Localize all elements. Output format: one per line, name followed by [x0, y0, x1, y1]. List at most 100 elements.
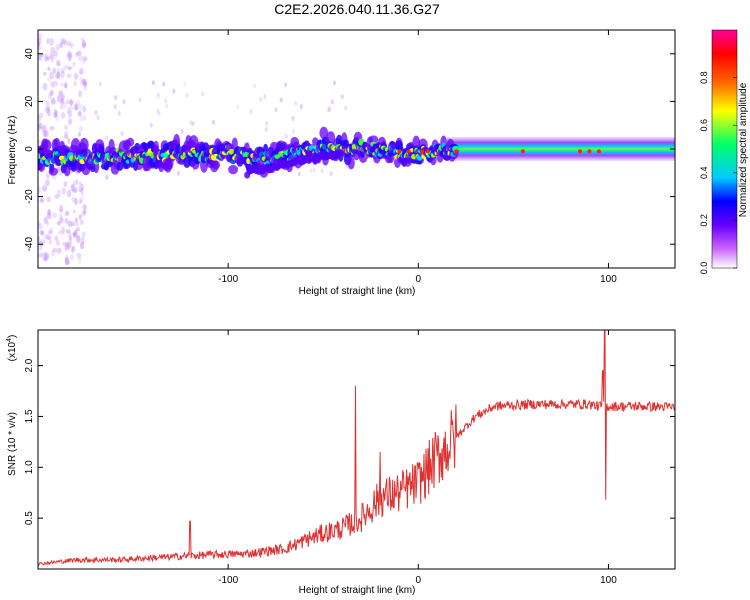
spectrogram-speck: [54, 194, 59, 200]
spectrogram-speck: [49, 227, 53, 234]
spectrogram-speck: [66, 40, 71, 47]
spectrogram-speck: [78, 110, 82, 117]
spectrogram-speck: [183, 81, 187, 87]
spectrogram-speck: [70, 246, 74, 254]
spectrogram-speck: [156, 92, 160, 98]
spectrogram-speck: [67, 240, 72, 248]
spectrogram-speck: [46, 109, 51, 117]
spectrogram-speck: [79, 199, 84, 204]
spectrogram-blob: [337, 149, 344, 157]
spectrogram-speck: [191, 121, 195, 127]
spectrogram-speck: [38, 54, 42, 61]
spectrogram-speck: [74, 105, 78, 111]
spectrogram-speck: [74, 187, 79, 194]
spectrogram-speck: [56, 59, 60, 67]
spectrogram-speck: [64, 83, 68, 89]
spectrogram-speck: [74, 73, 78, 81]
spectrogram-speck: [72, 232, 77, 237]
spectrogram-speck: [185, 92, 189, 98]
spectrogram-speck: [49, 71, 54, 80]
spectrogram-y-tick-label: -20: [24, 189, 35, 204]
spectrogram-speck: [201, 91, 205, 97]
spectrogram-speck: [53, 174, 57, 180]
spectrogram-blob: [368, 135, 379, 144]
spectrogram-speck: [39, 198, 44, 203]
spectrogram-speck: [73, 104, 78, 111]
spectrogram-speck: [113, 104, 117, 110]
spectrogram-peak: [520, 149, 525, 154]
snr-y-tick-label: 1.5: [24, 409, 35, 423]
spectrogram-speck: [176, 170, 180, 176]
spectrogram-speck: [64, 217, 69, 224]
spectrogram-speck: [38, 252, 44, 258]
snr-y-tick-label: 1.0: [24, 460, 35, 474]
spectrogram-speck: [71, 221, 75, 227]
spectrogram-blob: [134, 142, 141, 151]
spectrogram-speck: [340, 94, 344, 100]
spectrogram-speck: [57, 95, 61, 103]
spectrogram-speck: [54, 110, 58, 118]
spectrogram-speck: [264, 126, 268, 132]
spectrogram-speck: [58, 90, 63, 98]
spectrogram-speck: [259, 96, 263, 102]
spectrogram-speck: [50, 54, 54, 62]
spectrogram-speck: [50, 46, 56, 54]
spectrogram-speck: [80, 210, 86, 217]
spectrogram-x-tick-label: -100: [218, 274, 238, 285]
spectrogram-speck: [294, 101, 298, 107]
spectrogram-speck: [78, 126, 84, 132]
spectrogram-speck: [64, 210, 70, 216]
spectrogram-speck: [61, 187, 66, 195]
spectrogram-speck: [65, 229, 71, 234]
snr-x-tick-label: 0: [416, 575, 422, 586]
spectrogram-speck: [38, 236, 41, 244]
colorbar-tick-label: 0.0: [699, 262, 709, 275]
colorbar-tick-label: 0.2: [699, 214, 709, 227]
spectrogram-speck: [46, 235, 52, 241]
spectrogram-blob: [53, 137, 61, 148]
spectrogram-speck: [82, 58, 86, 64]
spectrogram-speck: [43, 71, 47, 76]
spectrogram-speck: [67, 220, 73, 228]
snr-y-scale-base: (x10: [7, 341, 18, 361]
spectrogram-speck: [64, 124, 69, 130]
spectrogram-speck: [327, 107, 331, 113]
spectrogram-speck: [78, 198, 82, 205]
spectrogram-speck: [44, 233, 49, 240]
spectrogram-speck: [63, 40, 69, 46]
spectrogram-speck: [44, 107, 50, 113]
spectrogram-speck: [56, 189, 62, 198]
spectrogram-speck: [151, 80, 155, 86]
spectrogram-speck: [80, 195, 84, 201]
spectrogram-speck: [252, 83, 256, 89]
spectrogram-speck: [94, 110, 98, 116]
spectrogram-speck: [66, 73, 72, 79]
spectrogram-y-tick-label: 20: [24, 95, 35, 107]
spectrogram-speck: [59, 42, 63, 49]
spectrogram-speck: [180, 128, 184, 134]
spectrogram-speck: [49, 38, 55, 46]
spectrogram-speck: [96, 114, 100, 120]
spectrogram-y-ticks: -40 -20 0 20 40: [24, 48, 675, 251]
spectrogram-speck: [73, 187, 77, 193]
spectrogram-x-tick-label: 0: [416, 274, 422, 285]
spectrogram-speck: [59, 204, 64, 213]
snr-y-scale-exponent: 4: [6, 338, 13, 342]
spectrogram-speck: [46, 106, 51, 112]
spectrogram-speck: [72, 231, 78, 239]
spectrogram-speck: [309, 168, 313, 174]
snr-series-line: [38, 330, 675, 567]
spectrogram-speck: [46, 196, 51, 203]
spectrogram-speck: [98, 81, 102, 87]
spectrogram-speck: [78, 54, 83, 61]
spectrogram-speck: [39, 229, 44, 235]
spectrogram-speck: [344, 105, 348, 111]
spectrogram-speck: [68, 231, 72, 240]
spectrogram-speck: [56, 240, 61, 246]
spectrogram-speck: [78, 70, 83, 76]
spectrogram-speck: [138, 97, 142, 103]
spectrogram-speck: [279, 97, 283, 103]
spectrogram-speck: [74, 217, 78, 223]
spectrogram-speck: [60, 97, 64, 103]
snr-x-tick-label: 100: [600, 575, 617, 586]
